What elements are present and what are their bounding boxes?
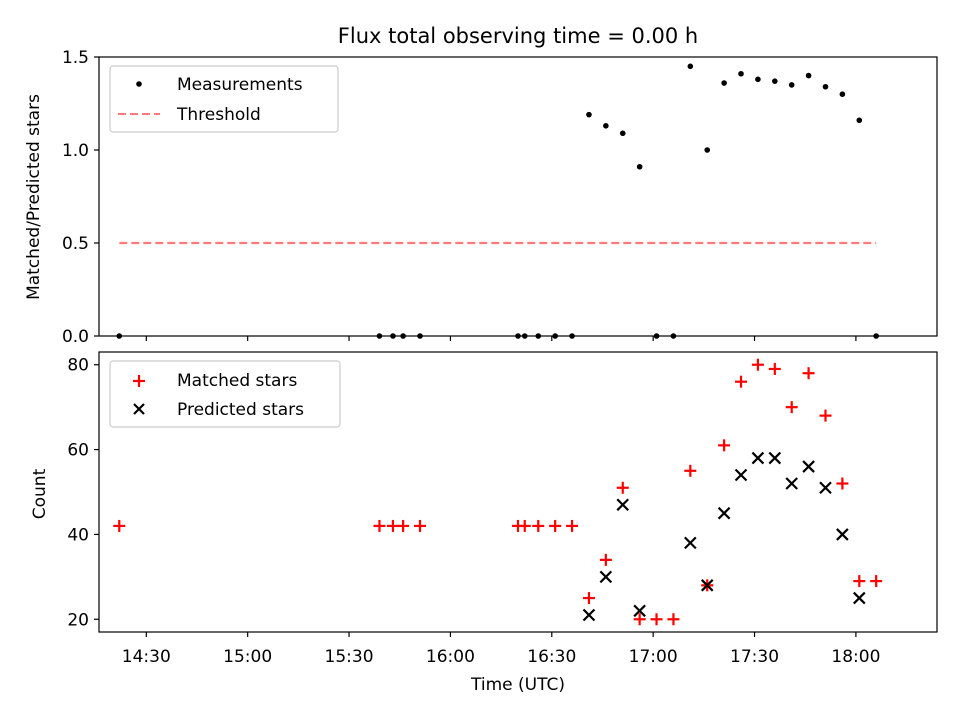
matched-star-point	[113, 519, 126, 532]
matched-star-point	[819, 409, 832, 422]
measurement-point	[687, 63, 694, 70]
predicted-star-point	[633, 604, 646, 618]
top-plot-marks	[116, 63, 879, 339]
legend-predicted-marker	[133, 403, 145, 415]
matched-star-point	[414, 519, 427, 532]
predicted-star-point	[836, 528, 849, 541]
predicted-star-point	[616, 498, 630, 512]
matched-star-point	[650, 613, 663, 626]
x-tick-label: 17:00	[629, 647, 678, 667]
matched-star-point	[768, 362, 781, 375]
matched-star-point	[684, 464, 697, 477]
predicted-star-point	[684, 536, 697, 550]
y-tick-label: 20	[67, 610, 89, 630]
bottom-plot-marks	[113, 358, 883, 626]
bottom-legend-box	[109, 360, 341, 428]
y-tick-label: 40	[67, 525, 89, 545]
bottom-x-ticks: 14:30 15:00 15:30 16:00 16:30 17:00 17:30 18:00	[122, 632, 880, 667]
matched-star-point	[836, 477, 849, 490]
measurement-point	[603, 123, 609, 129]
matched-star-point	[751, 358, 764, 371]
measurement-point	[788, 82, 795, 88]
top-axes-frame	[98, 56, 938, 337]
predicted-star-point	[582, 608, 596, 622]
x-tick-label: 18:00	[831, 647, 880, 667]
matched-star-point	[582, 592, 595, 605]
measurement-point	[822, 83, 829, 90]
measurement-point	[805, 72, 812, 79]
legend-measurements-label: Measurements	[177, 75, 303, 95]
predicted-star-point	[802, 460, 815, 473]
measurement-point	[636, 163, 643, 170]
bottom-y-ticks: 20 40 60 80	[67, 356, 99, 630]
top-legend: Measurements Threshold	[109, 65, 339, 133]
matched-star-point	[566, 519, 579, 532]
x-tick-label: 17:30	[730, 647, 779, 667]
matched-star-point	[870, 575, 883, 588]
measurement-point	[856, 117, 863, 124]
matched-star-point	[397, 519, 410, 532]
predicted-star-point	[819, 481, 832, 495]
matched-star-point	[616, 481, 629, 494]
bottom-legend: Matched stars Predicted stars	[109, 360, 341, 428]
x-axis-label: Time (UTC)	[470, 675, 565, 695]
bottom-y-axis-label: Count	[30, 468, 50, 519]
legend-threshold-label: Threshold	[176, 105, 261, 125]
matched-star-point	[853, 575, 866, 588]
legend-measurements-marker	[136, 81, 142, 87]
predicted-star-point	[853, 591, 866, 605]
y-tick-label: 80	[67, 356, 89, 376]
legend-matched-label: Matched stars	[177, 371, 297, 391]
measurement-point	[738, 70, 744, 77]
matched-star-point	[373, 519, 386, 532]
y-tick-label: 0.5	[62, 234, 89, 254]
y-tick-label: 1.0	[62, 141, 89, 161]
measurement-point	[755, 76, 761, 83]
matched-star-point	[802, 367, 815, 380]
legend-matched-marker	[133, 375, 145, 387]
matched-star-point	[599, 553, 612, 566]
predicted-star-point	[768, 451, 782, 465]
y-tick-label: 1.5	[62, 48, 89, 68]
matched-star-point	[386, 519, 399, 532]
measurement-point	[721, 80, 727, 86]
measurement-point	[704, 147, 711, 153]
matched-star-point	[532, 519, 545, 532]
predicted-star-point	[751, 451, 765, 465]
x-tick-label: 15:30	[325, 647, 374, 667]
predicted-star-point	[785, 477, 798, 490]
x-tick-label: 15:00	[223, 647, 272, 667]
x-tick-label: 14:30	[122, 647, 171, 667]
predicted-star-point	[700, 579, 714, 592]
measurement-point	[586, 111, 592, 118]
legend-predicted-label: Predicted stars	[177, 400, 304, 420]
predicted-star-point	[734, 468, 748, 482]
matched-star-point	[518, 519, 531, 532]
predicted-star-point	[599, 570, 613, 584]
x-tick-label: 16:00	[426, 647, 475, 667]
predicted-star-point	[717, 506, 731, 520]
chart-title: Flux total observing time = 0.00 h	[338, 24, 698, 48]
top-legend-box	[109, 65, 339, 133]
top-panel: 0.0 0.5 1.0 1.5 Matched/Predicted stars Mea…	[24, 48, 938, 347]
measurement-point	[619, 130, 626, 137]
bottom-axes-frame	[98, 351, 938, 633]
matched-star-point	[667, 613, 680, 626]
measurement-point	[839, 91, 846, 97]
y-tick-label: 0.0	[62, 327, 89, 347]
x-tick-label: 16:30	[527, 647, 576, 667]
matched-star-point	[735, 375, 748, 388]
matched-star-point	[549, 519, 562, 532]
matched-star-point	[633, 613, 646, 626]
measurement-point	[772, 78, 778, 84]
y-tick-label: 60	[67, 441, 89, 461]
matched-star-point	[718, 439, 731, 452]
top-y-ticks: 0.0 0.5 1.0 1.5	[62, 48, 99, 347]
matched-star-point	[785, 401, 798, 414]
top-y-axis-label: Matched/Predicted stars	[24, 94, 44, 300]
top-x-ticks	[145, 336, 857, 341]
